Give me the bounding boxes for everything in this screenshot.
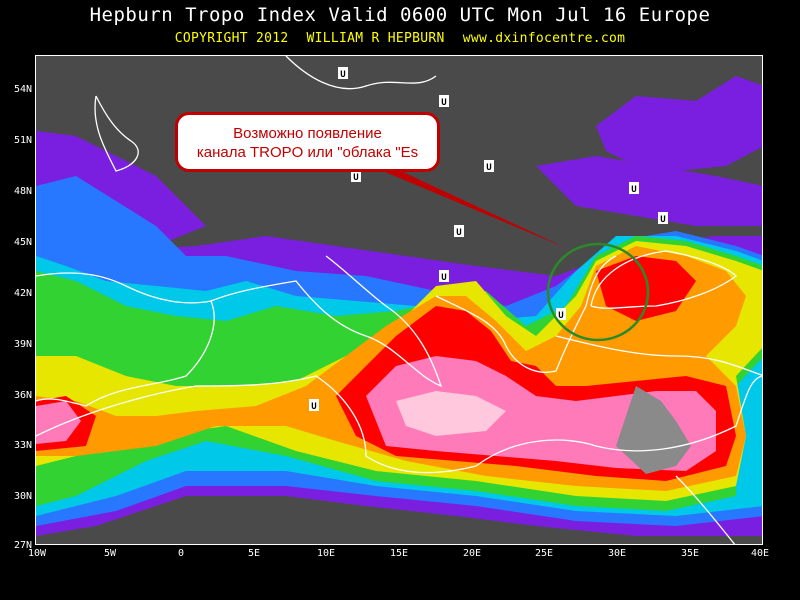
callout-pointer [366,164,566,248]
tropo-zone-grey [616,386,691,474]
svg-text:U: U [486,163,491,173]
page-title: Hepburn Tropo Index Valid 0600 UTC Mon J… [89,4,711,26]
lon-label-10E: 10E [316,548,336,559]
low-marker-4: U [484,160,494,173]
lon-label-20E: 20E [462,548,482,559]
low-marker-6: U [658,212,668,225]
lat-label-33N: 33N [13,440,32,451]
svg-text:U: U [311,402,316,412]
lon-label-5E: 5E [247,548,261,559]
tropo-map: U U U U U U U U U U [35,55,763,545]
low-marker-2: U [439,95,449,108]
svg-text:U: U [631,185,636,195]
lat-label-36N: 36N [13,390,32,401]
lon-label-30E: 30E [607,548,627,559]
low-marker-3: U [351,170,361,183]
lat-label-39N: 39N [13,339,32,350]
lat-label-51N: 51N [13,135,32,146]
lat-label-42N: 42N [13,288,32,299]
lon-label-0: 0 [177,548,185,559]
svg-text:U: U [660,215,665,225]
annotation-line-1: Возможно появление [233,125,382,142]
lon-label-10W: 10W [27,548,47,559]
annotation-callout: Возможно появление канала TROPO или "обл… [175,112,440,172]
coastline-iberia [36,272,215,407]
low-marker-8: U [439,270,449,283]
svg-text:U: U [353,173,358,183]
lon-label-35E: 35E [680,548,700,559]
coastlines [36,56,762,544]
coastline-scandinavia [285,56,437,90]
low-marker-1: U [338,67,348,80]
lat-label-54N: 54N [13,84,32,95]
lat-label-30N: 30N [13,491,32,502]
lon-label-15E: 15E [389,548,409,559]
coastline-balkans [435,255,617,373]
website-text: www.dxinfocentre.com [462,31,626,46]
lon-label-5W: 5W [103,548,117,559]
low-marker-7: U [454,225,464,238]
coastline-black-sea [590,250,737,309]
coastline-red-sea [675,475,736,544]
copyright-text: COPYRIGHT 2012 [174,31,289,46]
low-marker-9: U [556,308,566,321]
lat-label-27N: 27N [13,540,32,551]
low-markers: U U U U U U U U U U [309,67,668,412]
tropo-zone-pink [36,401,81,444]
low-marker-10: U [309,399,319,412]
tropo-zone-red-black-sea [596,256,696,321]
highlight-circle [546,242,650,342]
coastline-turkey [555,335,762,376]
tropo-zone-lightpink [396,391,506,436]
svg-text:U: U [441,98,446,108]
coastline-north-africa [36,375,762,474]
coastline-france-italy [210,255,443,388]
coastline-uk [94,95,139,172]
tropo-zone-violet-east [536,156,762,226]
lat-label-45N: 45N [13,237,32,248]
annotation-line-2: канала TROPO или "облака "Es [196,144,419,161]
svg-text:U: U [558,311,563,321]
tropo-zone-violet-north [596,76,762,171]
tropo-index-overlay: U U U U U U U U U U [36,56,762,544]
author-name: WILLIAM R HEPBURN [306,31,445,46]
svg-text:U: U [456,228,461,238]
lon-label-40E: 40E [750,548,770,559]
low-marker-5: U [629,182,639,195]
svg-text:U: U [340,70,345,80]
copyright-line: COPYRIGHT 2012 WILLIAM R HEPBURN www.dxinf… [0,31,800,46]
lon-label-25E: 25E [534,548,554,559]
svg-text:U: U [441,273,446,283]
lat-label-48N: 48N [13,186,32,197]
